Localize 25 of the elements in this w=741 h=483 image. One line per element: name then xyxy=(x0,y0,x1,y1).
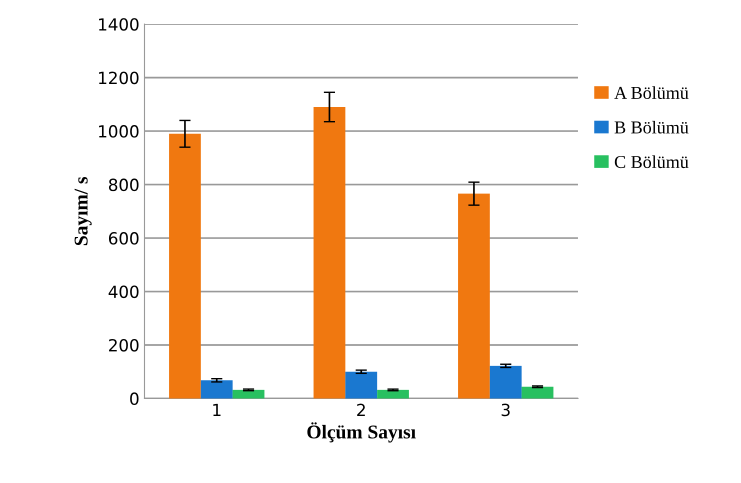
y-tick-label: 400 xyxy=(108,285,139,298)
y-tick-label: 600 xyxy=(108,232,139,245)
bar xyxy=(458,194,490,398)
x-axis-title: Ölçüm Sayısı xyxy=(307,422,416,443)
x-tick-label: 3 xyxy=(502,404,510,416)
y-tick-label: 200 xyxy=(109,338,139,352)
bar xyxy=(232,390,264,398)
y-tick-label: 1400 xyxy=(99,18,139,31)
y-tick-label: 800 xyxy=(108,178,139,192)
bar xyxy=(200,380,233,398)
y-axis-title: Sayım/ s xyxy=(74,176,92,246)
x-tick-label: 2 xyxy=(357,404,365,416)
y-tick-label: 1000 xyxy=(99,125,139,138)
y-tick-label: 1200 xyxy=(99,72,139,84)
x-tick-label: 1 xyxy=(213,404,221,416)
legend-label: B Bölümü xyxy=(614,120,689,134)
bar xyxy=(345,372,378,398)
legend-label: A Bölümü xyxy=(614,86,689,99)
bar xyxy=(169,134,201,398)
bar xyxy=(522,386,554,398)
bar xyxy=(377,390,409,398)
y-tick-label: 0 xyxy=(130,392,139,406)
bar xyxy=(314,107,346,398)
legend-label: C Bölümü xyxy=(614,155,689,168)
bar xyxy=(490,366,522,398)
